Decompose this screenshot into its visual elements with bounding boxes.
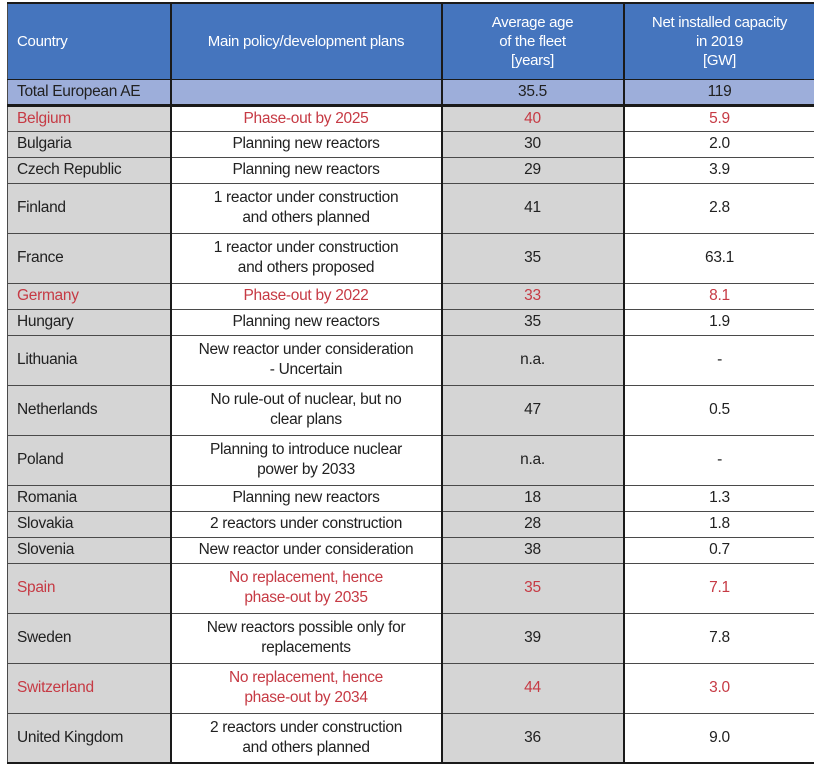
cell-policy: No rule-out of nuclear, but no clear pla… — [169, 384, 442, 436]
cell-capacity: 119 — [622, 78, 814, 107]
cell-country: Sweden — [7, 612, 171, 664]
table-row: Slovakia 2 reactors under construction 28 1… — [7, 510, 814, 538]
cell-policy: 2 reactors under construction and others… — [169, 712, 442, 764]
cell-capacity: 7.1 — [622, 562, 814, 614]
cell-country: Belgium — [7, 104, 171, 132]
cell-age: 28 — [440, 510, 624, 538]
cell-capacity: 9.0 — [622, 712, 814, 764]
table-row: France 1 reactor under construction and o… — [7, 232, 814, 284]
cell-capacity: 8.1 — [622, 282, 814, 310]
cell-capacity: 3.0 — [622, 662, 814, 714]
cell-capacity: 1.3 — [622, 484, 814, 512]
table-body: Total European AE 35.5 119 Belgium Phase-… — [7, 78, 814, 764]
table-row: Slovenia New reactor under consideration 3… — [7, 536, 814, 564]
cell-policy: New reactor under consideration — [169, 536, 442, 564]
cell-policy: 2 reactors under construction — [169, 510, 442, 538]
column-header-country: Country — [7, 2, 171, 80]
cell-age: 30 — [440, 130, 624, 158]
cell-age: 47 — [440, 384, 624, 436]
cell-capacity: 0.7 — [622, 536, 814, 564]
table-row: Finland 1 reactor under construction and … — [7, 182, 814, 234]
cell-age: 40 — [440, 104, 624, 132]
cell-capacity: 5.9 — [622, 104, 814, 132]
table-row: Czech Republic Planning new reactors 29 3.9 — [7, 156, 814, 184]
cell-age: 44 — [440, 662, 624, 714]
cell-age: n.a. — [440, 334, 624, 386]
cell-age: 38 — [440, 536, 624, 564]
cell-policy: Phase-out by 2022 — [169, 282, 442, 310]
cell-country: United Kingdom — [7, 712, 171, 764]
cell-country: Hungary — [7, 308, 171, 336]
table-row: Bulgaria Planning new reactors 30 2.0 — [7, 130, 814, 158]
cell-capacity: 63.1 — [622, 232, 814, 284]
table-header: Country Main policy/development plans Av… — [7, 2, 814, 80]
total-row: Total European AE 35.5 119 — [7, 78, 814, 107]
cell-country: Netherlands — [7, 384, 171, 436]
cell-policy: 1 reactor under construction and others … — [169, 232, 442, 284]
cell-country: France — [7, 232, 171, 284]
header-row: Country Main policy/development plans Av… — [7, 2, 814, 80]
cell-policy: No replacement, hence phase-out by 2035 — [169, 562, 442, 614]
cell-policy: Planning new reactors — [169, 130, 442, 158]
table-row: Romania Planning new reactors 18 1.3 — [7, 484, 814, 512]
table-row: Netherlands No rule-out of nuclear, but n… — [7, 384, 814, 436]
table-row: United Kingdom 2 reactors under construct… — [7, 712, 814, 764]
cell-country: Lithuania — [7, 334, 171, 386]
cell-country: Poland — [7, 434, 171, 486]
column-header-capacity: Net installed capacity in 2019 [GW] — [622, 2, 814, 80]
column-header-policy: Main policy/development plans — [169, 2, 442, 80]
cell-policy: Planning new reactors — [169, 484, 442, 512]
cell-policy: No replacement, hence phase-out by 2034 — [169, 662, 442, 714]
cell-country: Slovakia — [7, 510, 171, 538]
cell-capacity: 3.9 — [622, 156, 814, 184]
cell-country: Germany — [7, 282, 171, 310]
cell-age: 35.5 — [440, 78, 624, 107]
cell-policy — [169, 78, 442, 107]
cell-capacity: 0.5 — [622, 384, 814, 436]
cell-policy: New reactors possible only for replaceme… — [169, 612, 442, 664]
cell-policy: New reactor under consideration - Uncert… — [169, 334, 442, 386]
cell-age: 29 — [440, 156, 624, 184]
table-row: Lithuania New reactor under consideration… — [7, 334, 814, 386]
cell-capacity: 7.8 — [622, 612, 814, 664]
cell-capacity: 1.8 — [622, 510, 814, 538]
column-header-age: Average age of the fleet [years] — [440, 2, 624, 80]
nuclear-fleet-table: Country Main policy/development plans Av… — [7, 2, 814, 764]
cell-policy: Phase-out by 2025 — [169, 104, 442, 132]
table-row: Sweden New reactors possible only for rep… — [7, 612, 814, 664]
cell-country: Slovenia — [7, 536, 171, 564]
cell-country: Czech Republic — [7, 156, 171, 184]
cell-age: 41 — [440, 182, 624, 234]
table-row: Spain No replacement, hence phase-out by … — [7, 562, 814, 614]
cell-age: 36 — [440, 712, 624, 764]
table-row: Germany Phase-out by 2022 33 8.1 — [7, 282, 814, 310]
table-row: Hungary Planning new reactors 35 1.9 — [7, 308, 814, 336]
cell-policy: Planning to introduce nuclear power by 2… — [169, 434, 442, 486]
cell-age: 33 — [440, 282, 624, 310]
cell-country: Switzerland — [7, 662, 171, 714]
cell-age: 39 — [440, 612, 624, 664]
table-row: Poland Planning to introduce nuclear powe… — [7, 434, 814, 486]
cell-country: Total European AE — [7, 78, 171, 107]
cell-country: Finland — [7, 182, 171, 234]
cell-age: n.a. — [440, 434, 624, 486]
cell-age: 35 — [440, 562, 624, 614]
cell-capacity: - — [622, 434, 814, 486]
cell-country: Bulgaria — [7, 130, 171, 158]
cell-capacity: 1.9 — [622, 308, 814, 336]
table-row: Belgium Phase-out by 2025 40 5.9 — [7, 104, 814, 132]
table-row: Switzerland No replacement, hence phase-o… — [7, 662, 814, 714]
cell-age: 35 — [440, 232, 624, 284]
cell-policy: Planning new reactors — [169, 156, 442, 184]
cell-policy: Planning new reactors — [169, 308, 442, 336]
cell-capacity: 2.8 — [622, 182, 814, 234]
cell-policy: 1 reactor under construction and others … — [169, 182, 442, 234]
cell-country: Spain — [7, 562, 171, 614]
cell-age: 35 — [440, 308, 624, 336]
cell-country: Romania — [7, 484, 171, 512]
cell-capacity: - — [622, 334, 814, 386]
cell-capacity: 2.0 — [622, 130, 814, 158]
cell-age: 18 — [440, 484, 624, 512]
